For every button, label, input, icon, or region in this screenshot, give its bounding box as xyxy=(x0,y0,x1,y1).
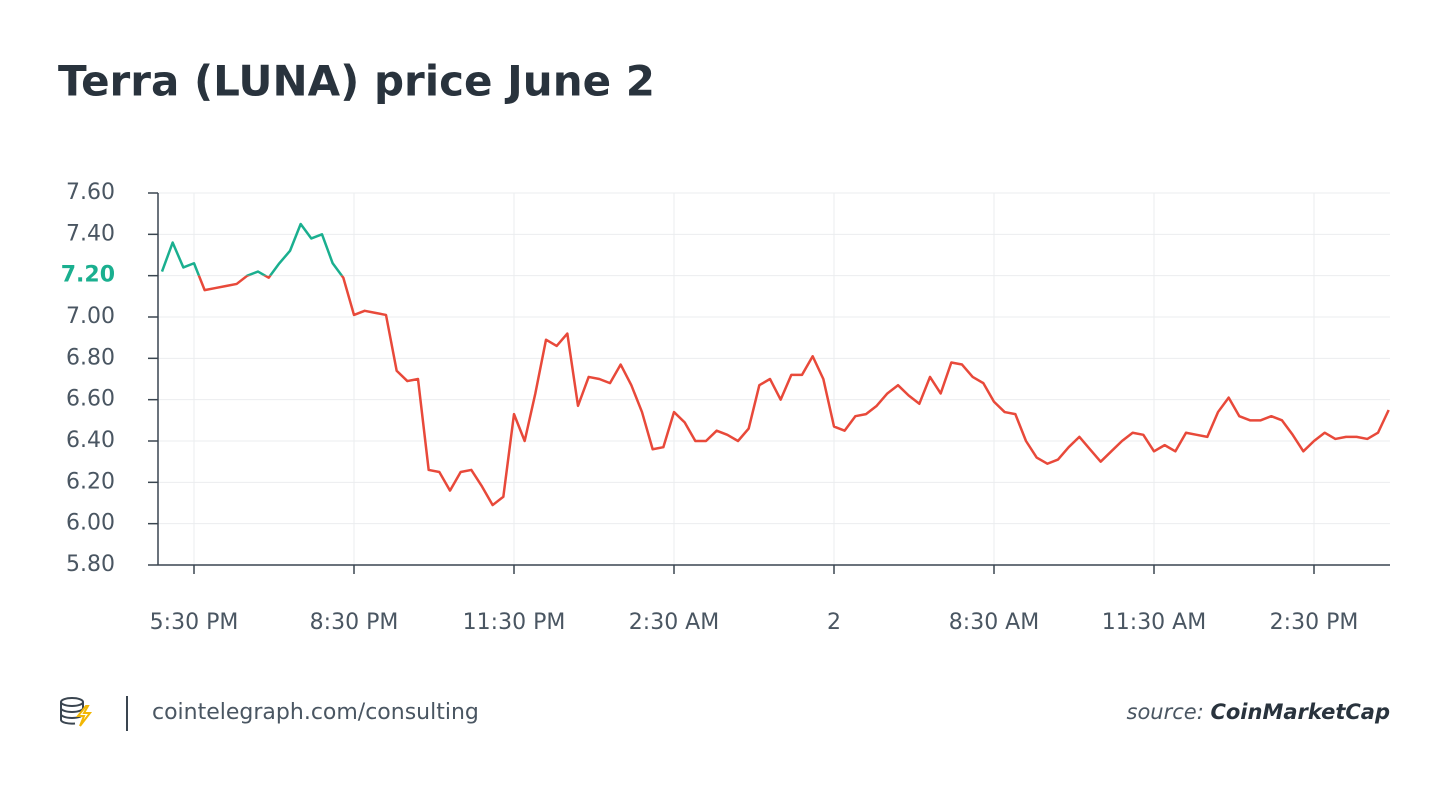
source-label: source: xyxy=(1127,700,1204,724)
site-link: cointelegraph.com/consulting xyxy=(152,700,479,725)
y-tick-label: 6.80 xyxy=(66,345,115,370)
x-tick-label: 5:30 PM xyxy=(150,610,239,635)
price-line xyxy=(197,275,1390,507)
y-tick-label: 6.60 xyxy=(66,387,115,412)
y-tick-label: 7.00 xyxy=(66,304,115,329)
x-tick-label: 2:30 AM xyxy=(629,610,719,635)
x-tick-label: 8:30 AM xyxy=(949,610,1039,635)
y-tick-label: 5.80 xyxy=(66,552,115,577)
x-tick-label: 2:30 PM xyxy=(1270,610,1359,635)
price-line xyxy=(160,222,344,276)
x-tick-label: 2 xyxy=(827,610,841,635)
logo xyxy=(60,697,93,727)
x-tick-label: 11:30 PM xyxy=(463,610,566,635)
source: source: CoinMarketCap xyxy=(1127,700,1391,724)
y-tick-label: 6.20 xyxy=(66,469,115,494)
y-tick-label: 6.40 xyxy=(66,428,115,453)
x-tick-label: 8:30 PM xyxy=(310,610,399,635)
chart-title: Terra (LUNA) price June 2 xyxy=(58,57,655,106)
y-tick-label: 7.40 xyxy=(66,221,115,246)
y-tick-label: 7.60 xyxy=(66,180,115,205)
y-tick-label: 7.20 xyxy=(61,263,115,288)
source-name: CoinMarketCap xyxy=(1210,700,1390,724)
x-tick-label: 11:30 AM xyxy=(1102,610,1206,635)
y-tick-label: 6.00 xyxy=(66,511,115,536)
